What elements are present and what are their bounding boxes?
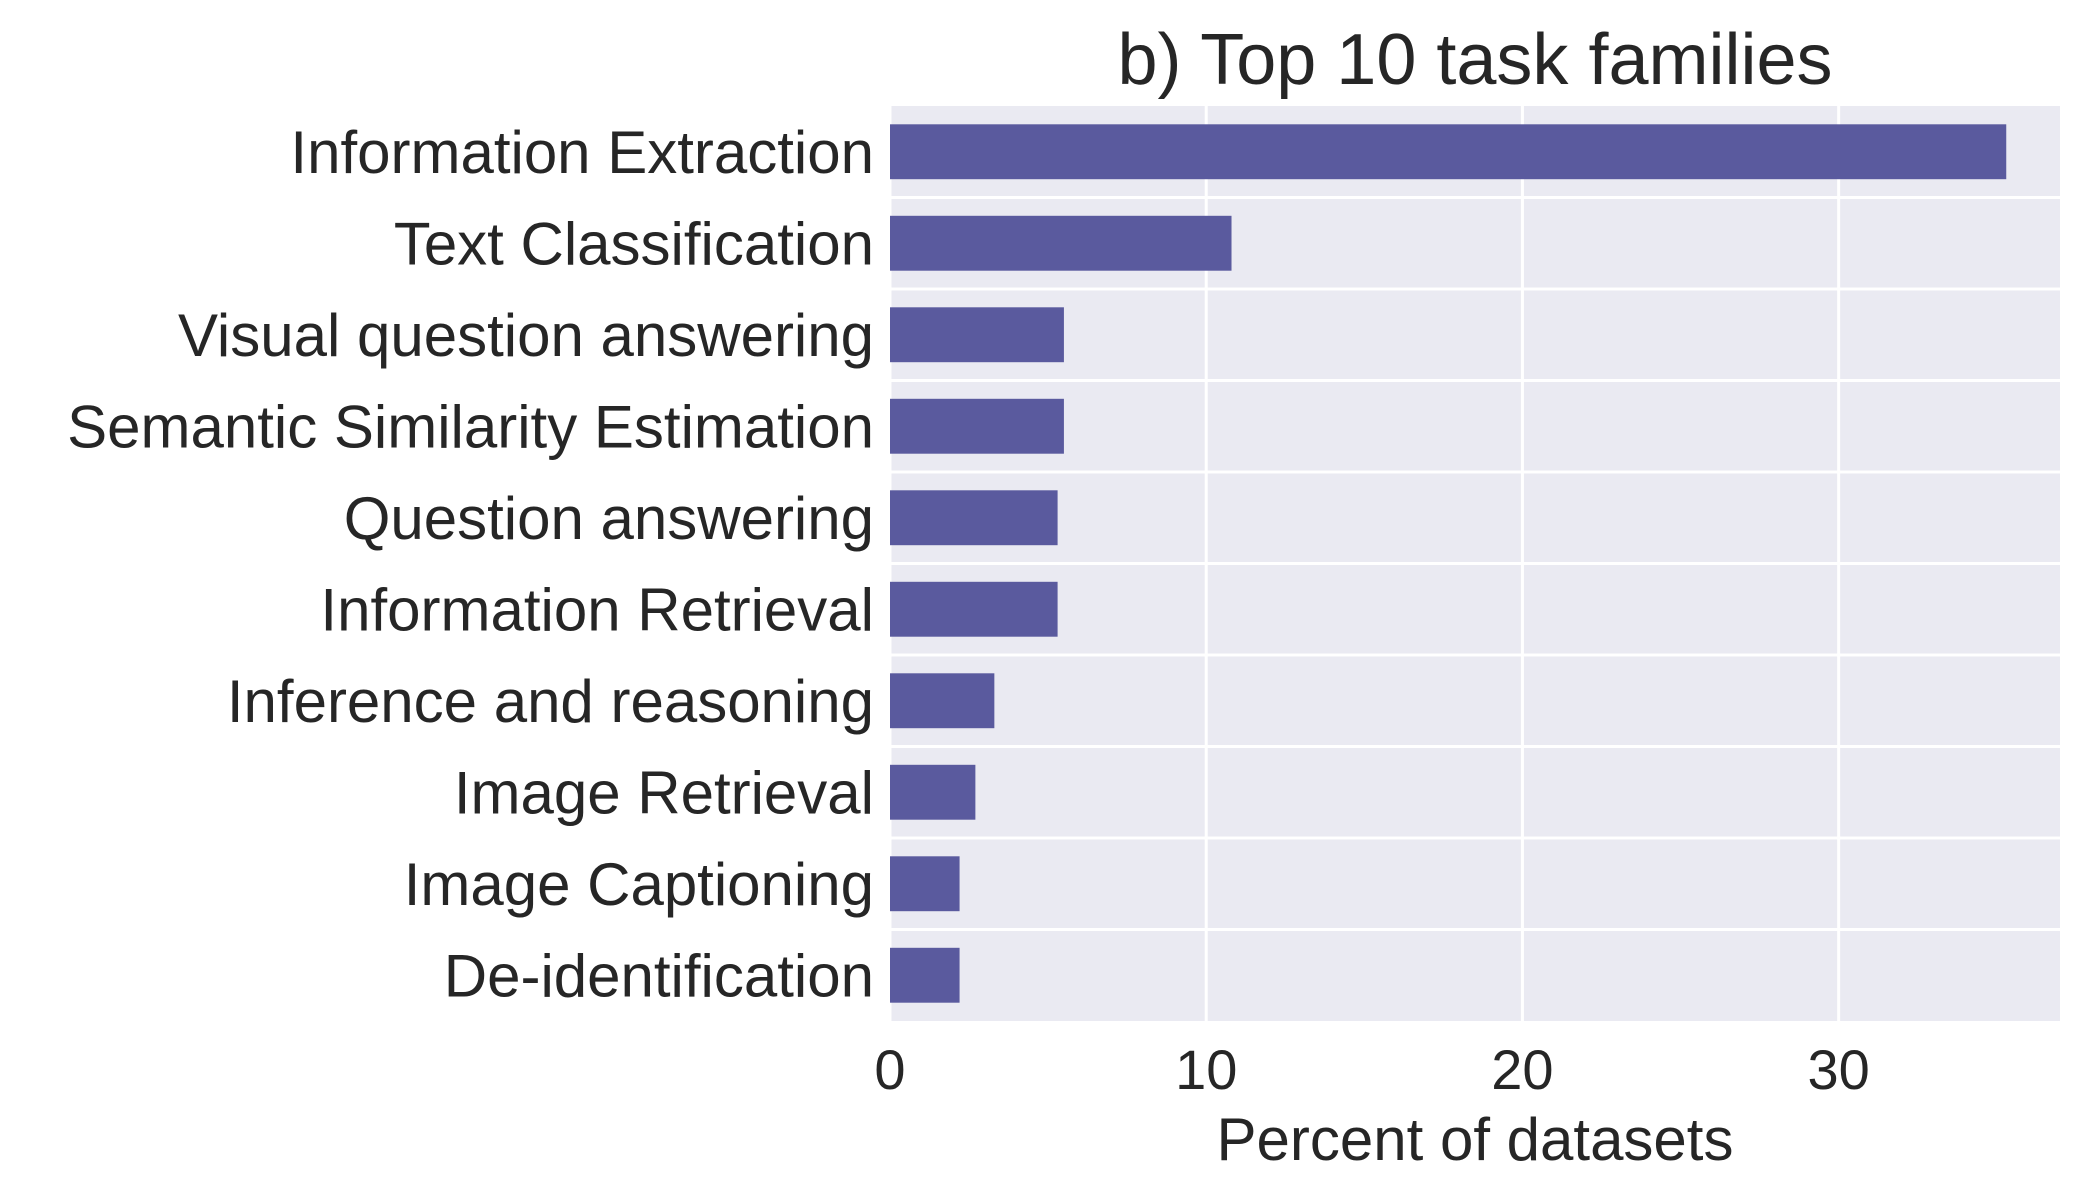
category-labels: Information Extraction Text Classificatio… <box>67 119 874 1010</box>
category-label: Question answering <box>344 485 874 552</box>
bars <box>890 124 2007 1003</box>
category-label: Text Classification <box>394 210 874 277</box>
y-gridlines <box>890 196 2060 931</box>
category-label: Information Retrieval <box>320 576 874 643</box>
x-axis-label: Percent of datasets <box>1217 1106 1734 1173</box>
bar <box>890 124 2007 180</box>
x-tick-label: 0 <box>874 1038 905 1101</box>
category-label: Visual question answering <box>178 302 874 369</box>
category-label: Image Retrieval <box>454 759 874 826</box>
bar <box>890 490 1058 546</box>
bar <box>890 947 960 1003</box>
category-label: De-identification <box>444 942 874 1009</box>
bar <box>890 673 995 729</box>
category-label: Inference and reasoning <box>227 668 874 735</box>
chart-title: b) Top 10 task families <box>1117 20 1832 100</box>
x-tick-label: 30 <box>1808 1038 1870 1101</box>
bar <box>890 215 1232 271</box>
category-label: Information Extraction <box>290 119 874 186</box>
x-tick-label: 20 <box>1491 1038 1553 1101</box>
bar <box>890 856 960 912</box>
category-label: Semantic Similarity Estimation <box>67 393 874 460</box>
bar <box>890 307 1064 363</box>
x-tick-label: 10 <box>1175 1038 1237 1101</box>
category-label: Image Captioning <box>404 851 874 918</box>
bar <box>890 764 976 820</box>
x-tick-labels: 0 10 20 30 <box>874 1038 1869 1101</box>
bar <box>890 581 1058 637</box>
bar <box>890 398 1064 454</box>
